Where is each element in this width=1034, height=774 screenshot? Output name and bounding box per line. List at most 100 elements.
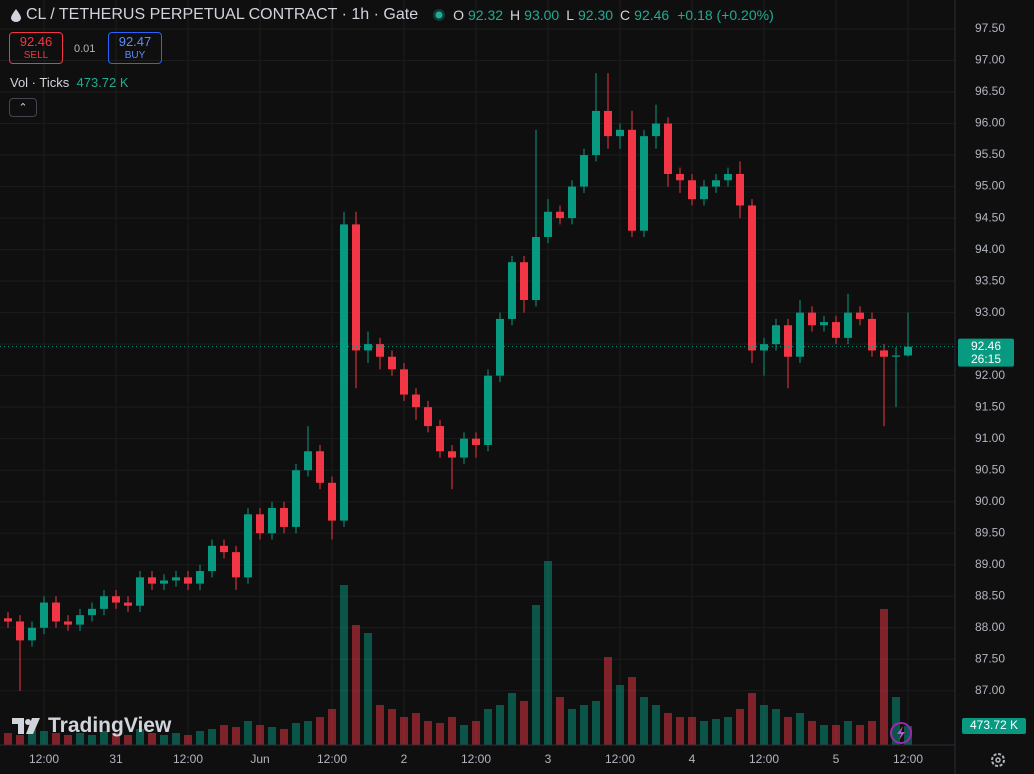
candle-body (472, 438, 480, 445)
candle-body (784, 325, 792, 357)
volume-bar (112, 733, 120, 745)
candle-body (880, 350, 888, 357)
volume-bar (76, 733, 84, 745)
candle-body (232, 552, 240, 578)
alert-icon (890, 722, 912, 744)
volume-bar (160, 735, 168, 745)
l-value: 92.30 (578, 7, 614, 23)
candle-body (904, 346, 912, 356)
volume-bar (16, 735, 24, 745)
volume-bar (748, 693, 756, 745)
buy-label: BUY (124, 50, 146, 61)
volume-bar (832, 725, 840, 745)
collapse-button[interactable]: ⌃ (9, 98, 37, 117)
volume-bar (784, 717, 792, 745)
buy-button[interactable]: 92.47 BUY (108, 32, 162, 64)
volume-bar (232, 727, 240, 745)
volume-bar (844, 721, 852, 745)
volume-bar (220, 725, 228, 745)
x-tick-label: 12:00 (749, 752, 779, 766)
candle-body (772, 325, 780, 345)
volume-bar (352, 625, 360, 745)
candle-body (196, 571, 204, 584)
volume-bar (400, 717, 408, 745)
candle-body (328, 482, 336, 521)
x-tick-label: 12:00 (461, 752, 491, 766)
candle-body (700, 186, 708, 200)
volume-bar (796, 713, 804, 745)
candle-body (256, 514, 264, 534)
o-label: O (453, 7, 464, 23)
candle-body (112, 596, 120, 603)
volume-bar (436, 723, 444, 745)
volume-bar (604, 657, 612, 745)
candle-body (676, 173, 684, 181)
y-tick-label: 96.50 (975, 84, 1005, 98)
volume-bar (448, 717, 456, 745)
y-tick-label: 88.00 (975, 620, 1005, 634)
volume-bar (880, 609, 888, 745)
candle-body (484, 375, 492, 445)
candle-body (736, 173, 744, 206)
candle-body (520, 262, 528, 301)
candle-body (352, 224, 360, 351)
candle-body (268, 508, 276, 534)
candle-body (4, 618, 12, 622)
volume-bar (520, 701, 528, 745)
volume-bar (544, 561, 552, 745)
o-value: 92.32 (467, 7, 504, 23)
price-tag (958, 338, 1014, 367)
volume-bar (484, 709, 492, 745)
y-tick-label: 93.00 (975, 305, 1005, 319)
volume-bar (280, 729, 288, 745)
volume-bar (256, 725, 264, 745)
x-tick-label: 12:00 (317, 752, 347, 766)
volume-title: Vol · Ticks (10, 75, 70, 90)
candle-body (844, 312, 852, 338)
volume-bar (532, 605, 540, 745)
alert-icon (897, 726, 905, 740)
candle-body (292, 470, 300, 527)
volume-bar (100, 731, 108, 745)
volume-bar (820, 725, 828, 745)
y-tick-label: 90.50 (975, 462, 1005, 476)
volume-bar (172, 733, 180, 745)
y-tick-label: 95.00 (975, 179, 1005, 193)
volume-bar (124, 735, 132, 745)
candle-body (544, 211, 552, 237)
c-label: C (620, 7, 631, 23)
volume-bar (304, 721, 312, 745)
candle-body (652, 123, 660, 137)
volume-bar (652, 705, 660, 745)
candle-body (76, 615, 84, 625)
candle-body (712, 180, 720, 187)
brand-name: TradingView (48, 714, 172, 737)
x-tick-label: 4 (689, 752, 696, 766)
volume-bar (904, 726, 912, 745)
candle-body (460, 438, 468, 458)
sell-button[interactable]: 92.46 SELL (9, 32, 63, 64)
candle-body (160, 580, 168, 584)
candle-body (856, 312, 864, 319)
volume-bar (892, 697, 900, 745)
l-label: L (566, 7, 574, 23)
spread: 0.01 (74, 43, 96, 55)
header: CL / TETHERUS PERPETUAL CONTRACT · 1h · … (10, 6, 774, 24)
candle-body (724, 173, 732, 181)
volume-bar (472, 721, 480, 745)
candle-body (532, 236, 540, 301)
candle-body (496, 318, 504, 376)
volume-bar (412, 713, 420, 745)
candle-body (40, 602, 48, 628)
x-tick-label: 3 (545, 752, 552, 766)
volume-bar (328, 709, 336, 745)
y-tick-label: 97.00 (975, 53, 1005, 67)
buy-price: 92.47 (118, 34, 152, 49)
volume-bar (292, 723, 300, 745)
x-tick-label: 2 (401, 752, 408, 766)
candle-body (16, 621, 24, 641)
candle-body (508, 262, 516, 319)
sell-label: SELL (23, 50, 49, 61)
